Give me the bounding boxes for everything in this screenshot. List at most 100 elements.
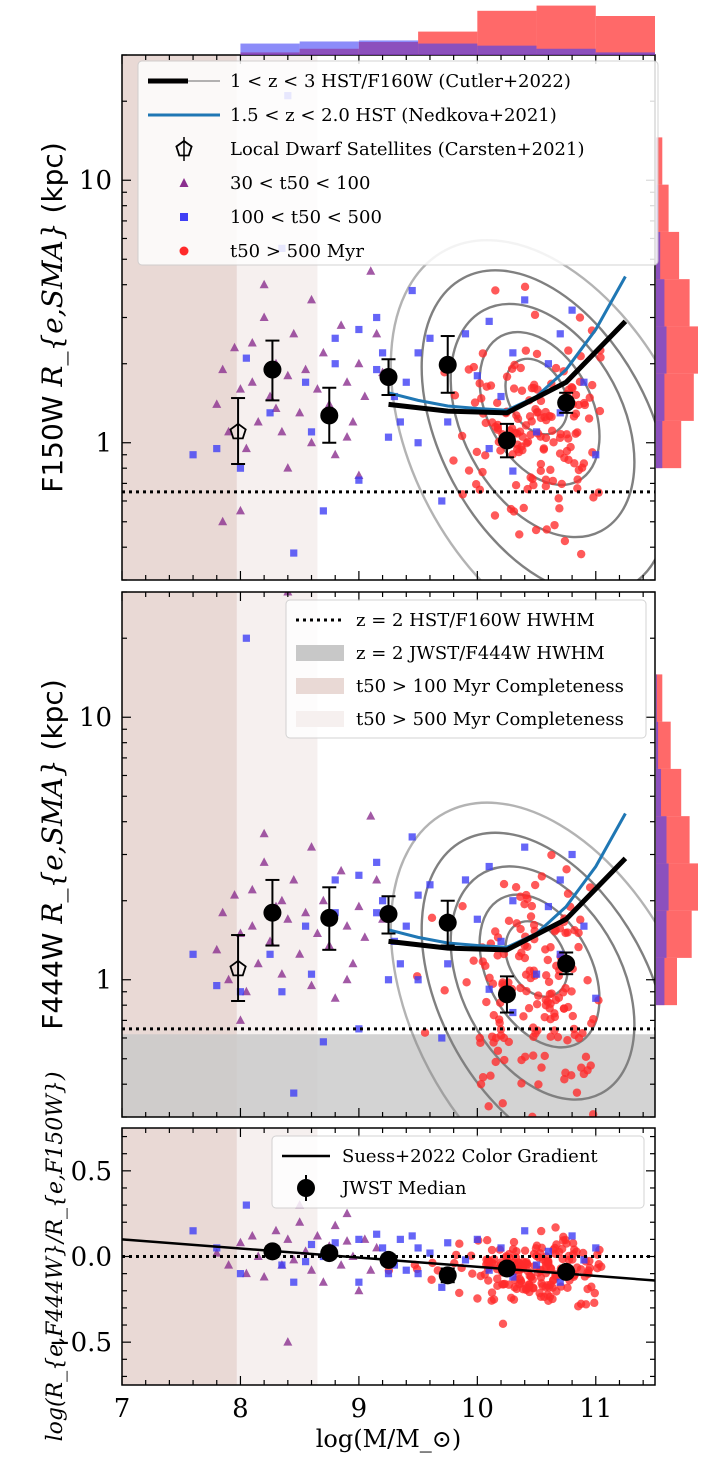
blue-square-point: [384, 433, 393, 441]
red-circle-point: [520, 1052, 530, 1061]
red-circle-point: [536, 459, 546, 469]
purple-triangle-point: [259, 857, 269, 866]
dwarf-pentagon: [229, 959, 247, 977]
red-circle-point: [486, 1071, 495, 1080]
red-circle-point: [541, 482, 551, 491]
purple-triangle-point: [295, 949, 305, 958]
blue-square-point: [473, 1235, 481, 1243]
red-circle-point: [509, 507, 519, 516]
purple-triangle-point: [218, 907, 228, 917]
red-circle-point: [572, 1263, 582, 1272]
red-circle-point: [491, 1057, 500, 1067]
purple-triangle-point: [366, 811, 376, 820]
blue-square-point: [461, 876, 470, 884]
median-point: [557, 954, 576, 973]
x-tick-label: 8: [232, 1394, 249, 1424]
blue-square-point: [189, 451, 197, 459]
blue-square-point: [544, 360, 552, 368]
blue-square-point: [331, 360, 339, 368]
blue-square-point: [444, 1239, 452, 1247]
right-histogram-blue-bar: [656, 957, 665, 1006]
blue-square-point: [532, 1261, 541, 1269]
red-circle-point: [563, 1002, 573, 1012]
red-circle-point: [449, 456, 458, 465]
blue-square-point: [266, 950, 274, 958]
red-circle-point: [469, 956, 478, 965]
red-circle-point: [571, 429, 580, 438]
red-circle-point: [458, 901, 467, 911]
blue-square-point: [242, 634, 250, 642]
red-circle-point: [508, 1245, 518, 1254]
purple-triangle-point: [230, 890, 240, 899]
blue-square-point: [414, 976, 422, 984]
red-circle-point: [528, 474, 537, 484]
blue-square-point: [509, 467, 517, 475]
red-circle-point: [520, 1246, 530, 1255]
purple-triangle-point: [259, 1272, 269, 1281]
blue-square-point: [378, 897, 387, 905]
red-circle-point: [528, 1275, 537, 1284]
red-circle-point: [568, 1011, 577, 1021]
red-circle-point: [440, 986, 449, 995]
red-circle-point: [550, 927, 559, 936]
red-circle-point: [455, 1288, 464, 1298]
blue-square-point: [414, 1270, 422, 1278]
x-tick-label: 10: [461, 1394, 494, 1424]
cutler-line: [388, 856, 628, 953]
purple-triangle-point: [241, 986, 251, 996]
red-circle-point: [553, 1032, 563, 1042]
blue-square-point: [355, 325, 363, 334]
red-circle-point: [547, 989, 556, 998]
purple-triangle-point: [372, 874, 382, 884]
y-axis-label: log(R_{e,F444W}/R_{e,F150W}): [43, 1072, 68, 1442]
red-circle-point: [558, 1236, 568, 1245]
legend-label: 1 < z < 3 HST/F160W (Cutler+2022): [230, 71, 571, 92]
red-circle-point: [514, 952, 524, 961]
right-histogram-blue-bar: [656, 420, 663, 469]
blue-square-point: [444, 960, 452, 968]
purple-triangle-point: [336, 320, 346, 329]
red-circle-point: [551, 1223, 560, 1232]
purple-triangle-point: [224, 974, 234, 984]
purple-triangle-point: [342, 974, 352, 984]
red-circle-point: [457, 431, 467, 441]
red-circle-point: [528, 1051, 538, 1060]
density-contour: [478, 893, 601, 1049]
blue-square-point: [568, 306, 576, 314]
red-circle-point: [540, 412, 549, 422]
blue-square-point: [331, 1239, 339, 1247]
red-circle-point: [548, 476, 558, 486]
blue-square-point: [396, 418, 404, 426]
red-circle-point: [578, 1029, 587, 1038]
purple-triangle-point: [307, 980, 317, 990]
red-circle-point: [472, 447, 482, 457]
blue-square-point: [402, 922, 410, 930]
purple-triangle-point: [277, 426, 287, 436]
purple-triangle-point: [212, 944, 222, 954]
purple-triangle-point: [366, 1265, 376, 1274]
blue-square-point: [521, 843, 529, 851]
purple-triangle-point: [235, 1015, 245, 1024]
red-circle-point: [455, 1239, 464, 1248]
red-circle-point: [498, 1319, 508, 1329]
red-circle-point: [420, 1028, 430, 1037]
purple-triangle-point: [247, 884, 257, 894]
red-circle-point: [574, 942, 583, 952]
blue-square-point: [485, 862, 493, 871]
red-circle-point: [489, 1038, 498, 1047]
top-histogram-blue-bar: [595, 52, 655, 55]
blue-square-point: [384, 976, 393, 984]
blue-square-point: [461, 330, 470, 338]
legend-band-swatch: [296, 645, 344, 661]
red-circle-point: [554, 494, 563, 503]
red-circle-point: [478, 349, 488, 358]
blue-square-point: [373, 313, 381, 322]
red-circle-point: [541, 1260, 551, 1270]
red-circle-point: [481, 451, 490, 460]
red-circle-point: [576, 1299, 586, 1309]
purple-triangle-point: [235, 1237, 245, 1247]
red-circle-point: [532, 999, 542, 1009]
purple-triangle-point: [289, 874, 299, 884]
red-circle-point: [568, 1239, 578, 1248]
red-circle-point: [547, 412, 556, 422]
